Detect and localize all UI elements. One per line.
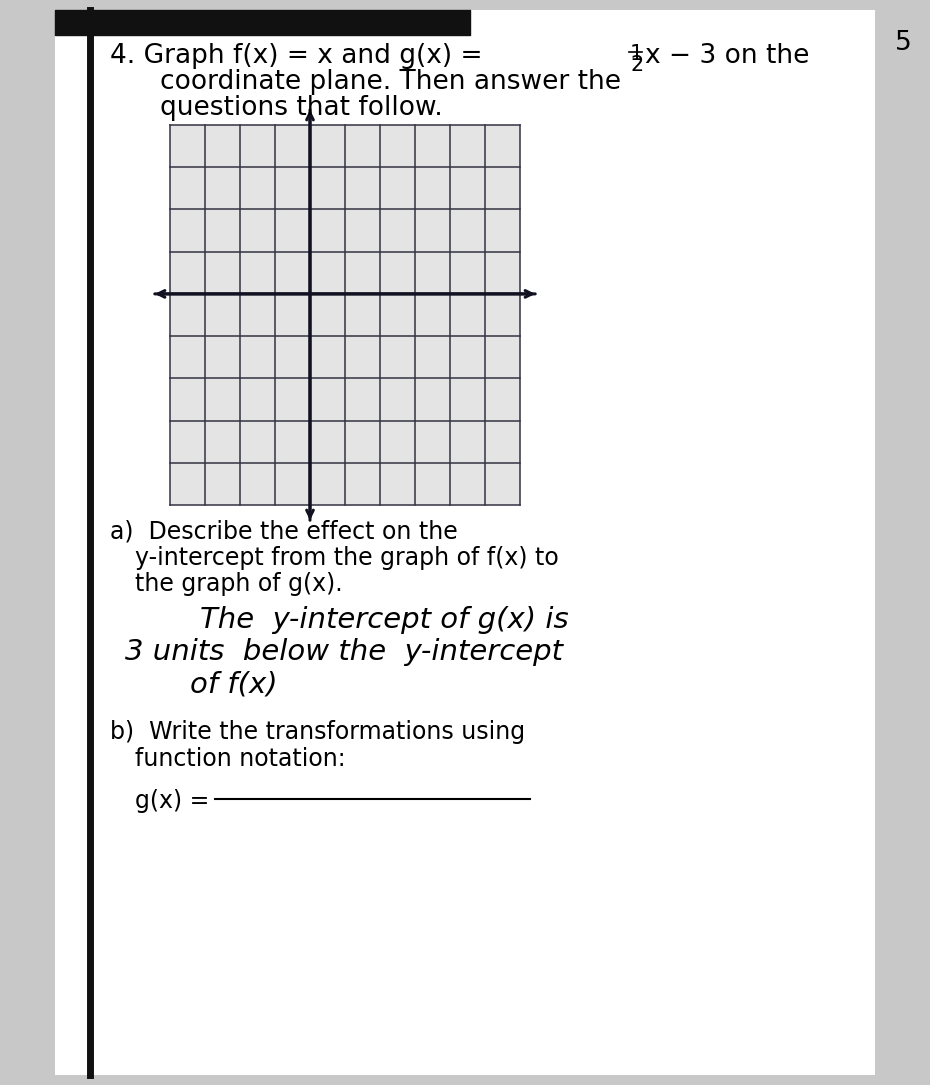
Bar	[55, 10, 875, 1075]
Bar	[170, 125, 520, 505]
Text: questions that follow.: questions that follow.	[160, 95, 443, 122]
Text: function notation:: function notation:	[135, 746, 346, 771]
Text: 2: 2	[630, 55, 644, 75]
Text: 5: 5	[895, 30, 911, 56]
Text: b)  Write the transformations using: b) Write the transformations using	[110, 720, 525, 744]
Text: x − 3 on the: x − 3 on the	[645, 43, 809, 69]
Text: 1: 1	[630, 44, 644, 64]
Text: g(x) =: g(x) =	[135, 789, 209, 813]
Text: The  y-intercept of g(x) is: The y-intercept of g(x) is	[200, 607, 568, 634]
Text: the graph of g(x).: the graph of g(x).	[135, 572, 342, 596]
Text: coordinate plane. Then answer the: coordinate plane. Then answer the	[160, 69, 621, 95]
Text: y-intercept from the graph of f(x) to: y-intercept from the graph of f(x) to	[135, 546, 559, 570]
Text: 3 units  below the  y-intercept: 3 units below the y-intercept	[125, 638, 563, 666]
Text: of f(x): of f(x)	[190, 671, 278, 698]
Text: 4. Graph f(x) = x and g(x) =: 4. Graph f(x) = x and g(x) =	[110, 43, 491, 69]
Text: a)  Describe the effect on the: a) Describe the effect on the	[110, 520, 458, 544]
